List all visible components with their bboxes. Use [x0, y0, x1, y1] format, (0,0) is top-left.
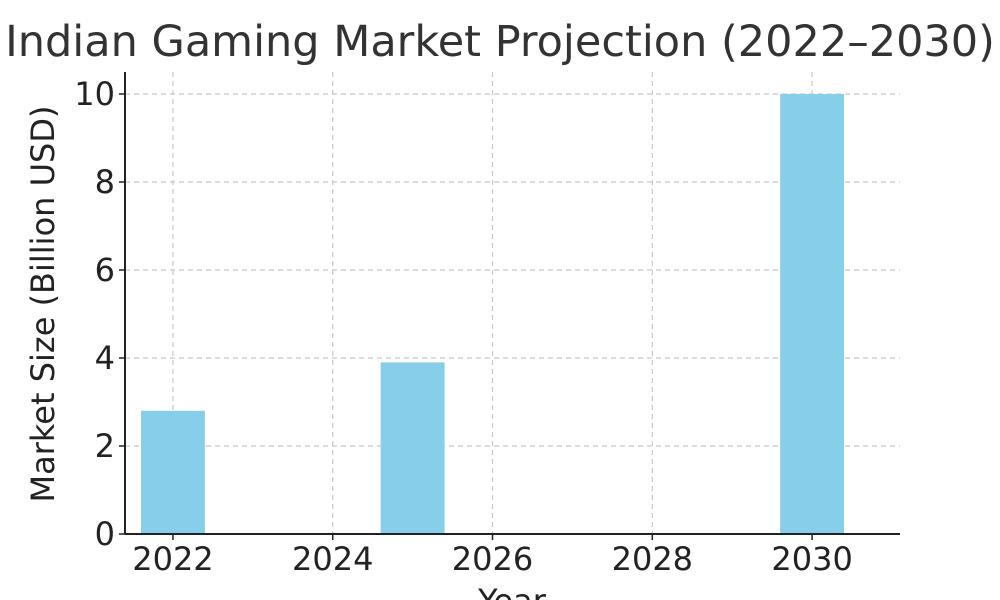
- x-tick-label-2022: 2022: [132, 540, 213, 578]
- bar-2022: [140, 410, 205, 534]
- y-tick-label-8: 8: [95, 163, 115, 201]
- y-tick-label-10: 10: [74, 75, 115, 113]
- y-axis-label: Market Size (Billion USD): [24, 106, 62, 503]
- x-tick-label-2024: 2024: [292, 540, 373, 578]
- y-tick-label-0: 0: [95, 515, 115, 553]
- tick-labels: 2022 2024 2026 2028 2030 0 2 4 6 8 10: [74, 75, 853, 578]
- grid-lines: [125, 72, 900, 534]
- x-tick-label-2030: 2030: [771, 540, 852, 578]
- x-tick-label-2028: 2028: [612, 540, 693, 578]
- x-axis-label: Year: [477, 582, 547, 600]
- y-tick-label-2: 2: [95, 427, 115, 465]
- axes: [124, 72, 900, 535]
- bar-2030: [780, 94, 845, 534]
- y-tick-label-6: 6: [95, 251, 115, 289]
- bar-2025: [380, 362, 445, 534]
- bars: [140, 94, 845, 534]
- chart-title: Indian Gaming Market Projection (2022–20…: [5, 17, 995, 67]
- y-tick-label-4: 4: [95, 339, 115, 377]
- x-tick-label-2026: 2026: [452, 540, 533, 578]
